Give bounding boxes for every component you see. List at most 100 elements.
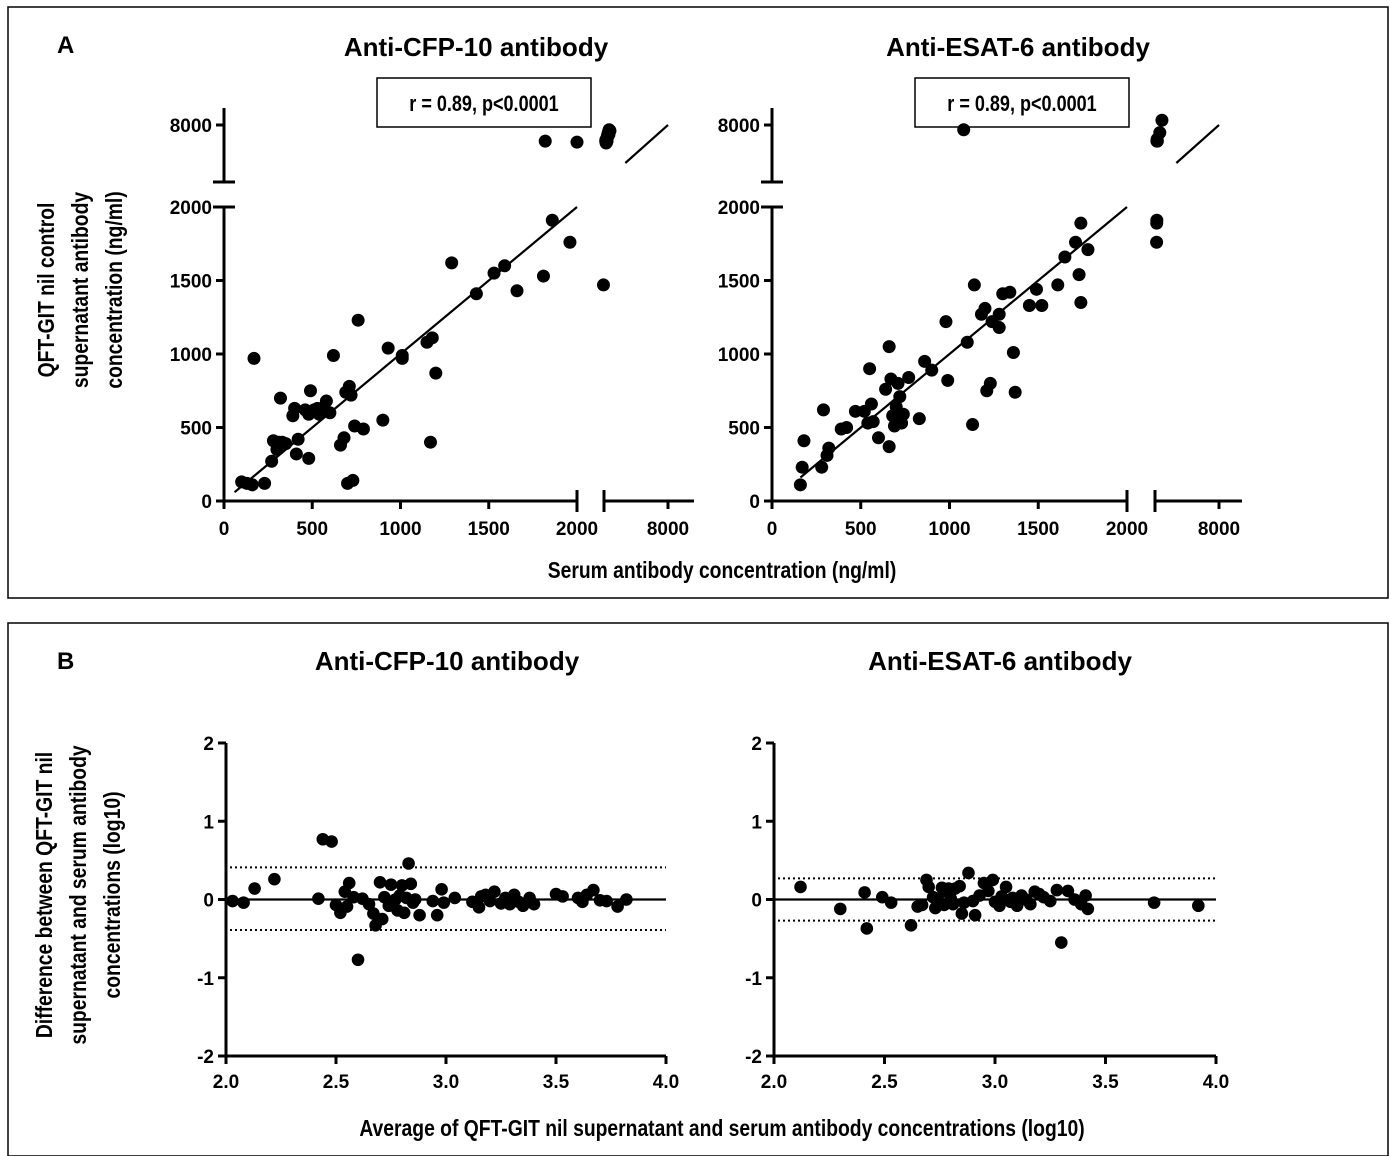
chart-b1-data-point	[435, 883, 448, 896]
chart-b2-y-tick-label: 1	[751, 812, 762, 833]
chart-a1-y-tick-label: 0	[201, 492, 212, 513]
chart-a1-data-point	[258, 476, 272, 490]
chart-a1-data-point	[319, 394, 333, 408]
chart-b2-x-tick-label: 4.0	[1203, 1072, 1229, 1093]
panel-b-xlabel: Average of QFT-GIT nil supernatant and s…	[359, 1117, 1084, 1142]
chart-a2-data-point	[863, 362, 877, 376]
chart-a1-data-point	[429, 366, 443, 380]
chart-a1-data-point	[346, 473, 360, 487]
chart-b1-y-tick-label: -2	[197, 1047, 214, 1068]
chart-a2-data-point	[1069, 235, 1083, 249]
chart-b1-y-tick-label: 1	[203, 812, 214, 833]
chart-b1-data-point	[402, 857, 415, 870]
chart-a1-data-point	[603, 124, 617, 138]
chart-a1-data-point	[351, 313, 365, 327]
chart-b2-data-point	[946, 897, 960, 911]
chart-b1-data-point	[408, 893, 422, 906]
chart-a1-data-point	[265, 454, 279, 468]
chart-b2-plot: 2.0 2.5 3.0 3.5 4.0 -2 -1 0 1 2	[745, 734, 1229, 1093]
chart-a1-y-tick-label: 8000	[170, 116, 212, 137]
chart-a2-data-point	[795, 460, 809, 474]
chart-b2-title: Anti-ESAT-6 antibody	[868, 646, 1132, 676]
chart-b2-y-tick-label: 0	[751, 891, 762, 912]
chart-a2-y-tick-label: 0	[749, 492, 760, 513]
chart-b1-data-point	[448, 891, 462, 905]
chart-a2-data-point	[925, 363, 939, 377]
chart-a1-data-point	[289, 447, 303, 461]
chart-a2-x-tick-label: 1000	[928, 519, 970, 540]
panel-b-ylabel-line-3: concentrations (log10)	[101, 792, 126, 999]
chart-b2-data-point	[1079, 889, 1092, 902]
chart-a2-annotation-box	[914, 77, 1130, 128]
panel-b-frame	[7, 622, 1389, 1156]
chart-a1-data-point	[247, 351, 261, 365]
chart-a1-data-point	[563, 235, 577, 249]
chart-b1-data-point	[483, 894, 497, 908]
chart-b2-data-point	[962, 866, 975, 880]
chart-a2-x-tick-label: 2000	[1106, 519, 1148, 540]
chart-b1-data-point	[556, 890, 569, 903]
chart-a2-data-point	[815, 460, 829, 474]
chart-b1-data-point	[384, 878, 398, 891]
chart-a2-data-point	[1150, 213, 1164, 227]
chart-a1-data-point	[303, 384, 317, 398]
chart-a2-x-tick-label: 1500	[1017, 519, 1059, 540]
chart-a2-plot: 0 500 1000 1500 2000 8000 0 500 1000 1500 2000 8000	[718, 108, 1242, 540]
chart-b2-data-point	[968, 908, 982, 922]
chart-b1-title: Anti-CFP-10 antibody	[315, 646, 580, 676]
chart-b2-data-point	[1024, 897, 1037, 911]
chart-b2-data-point	[904, 919, 918, 932]
chart-b2-data-point	[860, 922, 874, 935]
chart-b2-data-point	[986, 873, 1000, 887]
chart-a1-y-tick-label: 2000	[170, 198, 212, 219]
chart-a1-data-point	[288, 401, 302, 415]
chart-a1-regression-line-upper	[624, 124, 669, 164]
chart-a2-data-point	[912, 412, 926, 426]
chart-a2-regression-line-upper	[1175, 124, 1220, 164]
chart-b1-data-point	[413, 908, 426, 922]
panel-b-letter: B	[57, 648, 74, 675]
chart-b1-y-tick-label: -1	[197, 969, 214, 990]
chart-b1-data-point	[397, 906, 411, 920]
chart-a2-data-point	[793, 478, 807, 492]
chart-b1-y-tick-label: 0	[203, 891, 214, 912]
chart-a2-y-tick-label: 1500	[718, 272, 760, 293]
chart-a1-data-point	[376, 413, 390, 427]
chart-b2-x-tick-label: 2.0	[761, 1072, 787, 1093]
chart-a1-title: Anti-CFP-10 antibody	[344, 32, 609, 62]
chart-a2-data-point	[960, 335, 974, 349]
chart-a1-data-point	[356, 422, 370, 436]
chart-a1-annotation: r = 0.89, p<0.0001	[409, 92, 558, 116]
chart-a2-data-point	[1074, 296, 1088, 310]
panel-b-ylabel: Difference between QFT-GIT nil supernata…	[33, 745, 126, 1044]
chart-a2-data-point	[1008, 385, 1022, 399]
panel-b-ylabel-line-1: Difference between QFT-GIT nil	[33, 752, 58, 1038]
chart-a2-data-point	[816, 403, 830, 417]
chart-b2-data-point	[1010, 899, 1024, 913]
chart-a2-data-point	[1058, 250, 1072, 264]
chart-b2-data-point	[1061, 884, 1075, 898]
chart-b2-data-point	[1081, 902, 1095, 916]
chart-a2-data-point	[893, 390, 907, 404]
chart-a1-data-point	[279, 437, 293, 451]
chart-b1-data-point	[488, 885, 501, 898]
chart-b2-data-point	[1055, 936, 1068, 949]
chart-a2-data-point	[1029, 282, 1043, 296]
chart-a2-data-point	[902, 371, 916, 385]
chart-b1-x-tick-label: 2.5	[323, 1072, 350, 1093]
panel-a-xlabel: Serum antibody concentration (ng/ml)	[548, 559, 897, 584]
chart-a2-data-point	[1153, 126, 1167, 140]
chart-a2-data-point	[992, 321, 1006, 335]
chart-b1-data-point	[248, 882, 261, 895]
chart-a1-plot: 0 500 1000 1500 2000 8000 0 500 1000 1500 2000 8000	[170, 108, 694, 540]
chart-a2-data-point	[872, 431, 885, 445]
chart-b2-y-tick-label: -1	[745, 969, 762, 990]
chart-a2-data-point	[918, 354, 932, 368]
chart-b2-data-point	[1192, 899, 1205, 913]
chart-b2-data-point	[1050, 883, 1064, 897]
chart-a2-data-point	[891, 376, 905, 390]
chart-b2-data-point	[922, 880, 935, 894]
chart-b1-x-tick-label: 3.0	[433, 1072, 459, 1093]
chart-a2-data-point	[939, 315, 953, 329]
chart-a1-data-point	[487, 266, 501, 280]
